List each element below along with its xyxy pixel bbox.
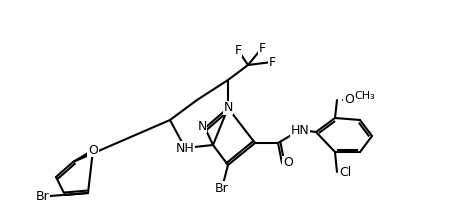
- Text: CH₃: CH₃: [355, 91, 375, 101]
- Text: F: F: [268, 56, 275, 69]
- Text: Br: Br: [36, 190, 50, 202]
- Text: NH: NH: [176, 141, 194, 155]
- Text: F: F: [235, 44, 242, 57]
- Text: N: N: [197, 119, 207, 133]
- Text: N: N: [223, 101, 233, 115]
- Text: O: O: [344, 93, 354, 107]
- Text: Cl: Cl: [339, 165, 351, 178]
- Text: O: O: [88, 143, 98, 157]
- Text: HN: HN: [291, 123, 310, 137]
- Text: Br: Br: [215, 182, 229, 194]
- Text: F: F: [258, 42, 265, 54]
- Text: O: O: [283, 157, 293, 170]
